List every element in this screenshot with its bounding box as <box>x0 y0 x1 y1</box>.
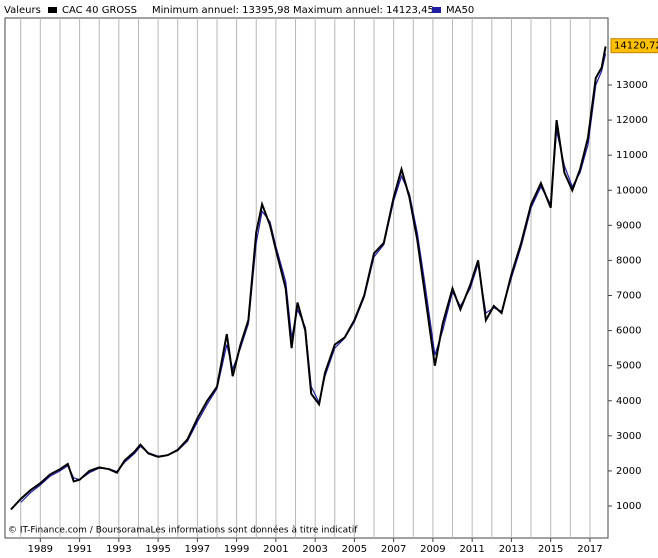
header-label: Valeurs <box>4 5 41 16</box>
y-tick-label: 10000 <box>616 185 648 196</box>
y-tick-label: 7000 <box>616 291 641 302</box>
x-tick-label: 2007 <box>381 544 406 555</box>
last-value-label: 14120,72 <box>614 41 658 52</box>
x-tick-label: 1989 <box>28 544 53 555</box>
plot-frame <box>4 17 609 539</box>
legend-swatch <box>48 7 57 13</box>
stats: Minimum annuel: 13395,98 Maximum annuel:… <box>152 5 434 16</box>
x-tick-label: 1997 <box>185 544 210 555</box>
legend-swatch <box>432 7 441 13</box>
y-tick-label: 2000 <box>616 466 641 477</box>
last-value-box <box>610 38 658 54</box>
y-tick-label: 1000 <box>616 501 641 512</box>
x-tick-label: 2011 <box>459 544 484 555</box>
y-tick-label: 13000 <box>616 80 648 91</box>
y-tick-label: 6000 <box>616 326 641 337</box>
y-tick-label: 9000 <box>616 220 641 231</box>
x-tick-label: 2003 <box>302 544 327 555</box>
x-tick-label: 2009 <box>420 544 445 555</box>
x-tick-label: 2017 <box>577 544 602 555</box>
legend-label: MA50 <box>446 5 474 16</box>
y-tick-label: 3000 <box>616 431 641 442</box>
y-tick-label: 8000 <box>616 255 641 266</box>
x-tick-label: 1995 <box>145 544 170 555</box>
legend-label: CAC 40 GROSS <box>62 5 137 16</box>
x-tick-label: 1993 <box>106 544 131 555</box>
x-tick-label: 2015 <box>538 544 563 555</box>
footer: © IT-Finance.com / BoursoramaLes informa… <box>8 525 358 536</box>
x-tick-label: 1991 <box>67 544 92 555</box>
y-tick-label: 12000 <box>616 115 648 126</box>
y-tick-label: 11000 <box>616 150 648 161</box>
y-tick-label: 5000 <box>616 361 641 372</box>
x-tick-label: 2005 <box>342 544 367 555</box>
series-line <box>10 46 607 511</box>
y-tick-label: 4000 <box>616 396 641 407</box>
x-tick-label: 2001 <box>263 544 288 555</box>
x-tick-label: 1999 <box>224 544 249 555</box>
x-tick-label: 2013 <box>499 544 524 555</box>
